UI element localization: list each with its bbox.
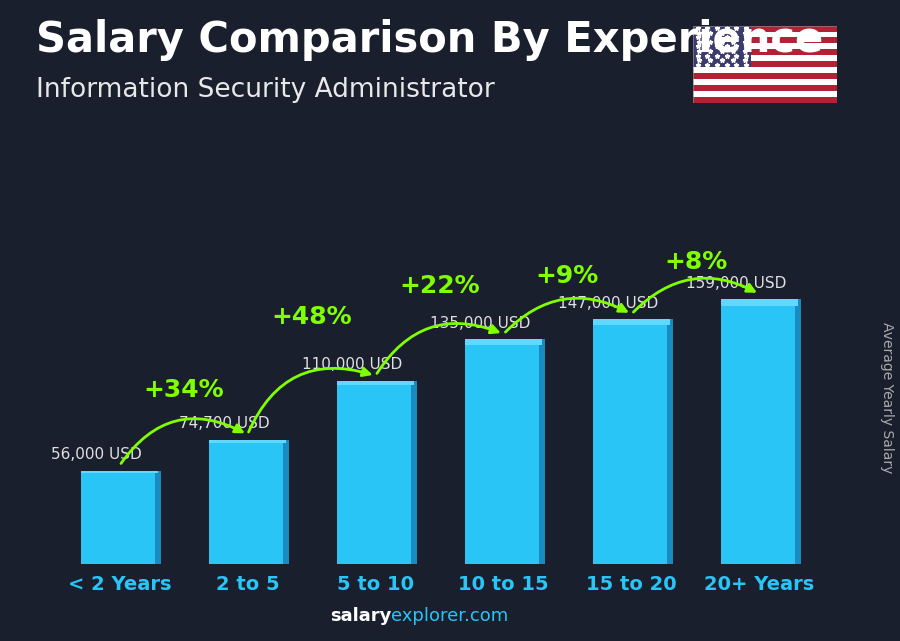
Text: salary: salary (330, 607, 392, 625)
Bar (693, 49, 837, 55)
Bar (337, 381, 414, 385)
Text: explorer.com: explorer.com (392, 607, 508, 625)
Bar (693, 91, 837, 97)
Bar (721, 299, 798, 564)
Bar (693, 73, 837, 79)
Text: +22%: +22% (400, 274, 480, 298)
Bar (693, 26, 751, 67)
Bar (693, 97, 837, 103)
Text: 74,700 USD: 74,700 USD (179, 416, 270, 431)
Bar (81, 470, 158, 473)
Text: +9%: +9% (536, 263, 599, 288)
Bar (593, 319, 670, 325)
Bar (465, 339, 542, 345)
Text: +48%: +48% (271, 305, 352, 329)
Bar (693, 26, 837, 31)
Bar (693, 85, 837, 91)
Text: +8%: +8% (664, 251, 727, 274)
FancyBboxPatch shape (155, 470, 161, 564)
FancyBboxPatch shape (539, 339, 545, 564)
Bar (81, 470, 158, 564)
Text: 110,000 USD: 110,000 USD (302, 358, 402, 372)
Bar (693, 67, 837, 73)
Text: +34%: +34% (143, 378, 224, 402)
Bar (593, 319, 670, 564)
Bar (465, 339, 542, 564)
Bar (693, 44, 837, 49)
FancyBboxPatch shape (283, 440, 289, 564)
Bar (693, 31, 837, 37)
Bar (209, 440, 286, 564)
FancyBboxPatch shape (667, 319, 673, 564)
Text: Information Security Administrator: Information Security Administrator (36, 77, 495, 103)
Bar (693, 61, 837, 67)
Bar (337, 381, 414, 564)
Text: 135,000 USD: 135,000 USD (430, 316, 531, 331)
Text: Average Yearly Salary: Average Yearly Salary (879, 322, 894, 473)
Bar (693, 79, 837, 85)
FancyBboxPatch shape (795, 299, 801, 564)
Bar (693, 55, 837, 61)
Bar (693, 37, 837, 44)
Text: 147,000 USD: 147,000 USD (558, 296, 659, 311)
Text: 159,000 USD: 159,000 USD (687, 276, 787, 291)
Bar (209, 440, 286, 443)
Bar (721, 299, 798, 306)
FancyBboxPatch shape (410, 381, 417, 564)
Text: Salary Comparison By Experience: Salary Comparison By Experience (36, 19, 824, 62)
Text: 56,000 USD: 56,000 USD (51, 447, 141, 462)
